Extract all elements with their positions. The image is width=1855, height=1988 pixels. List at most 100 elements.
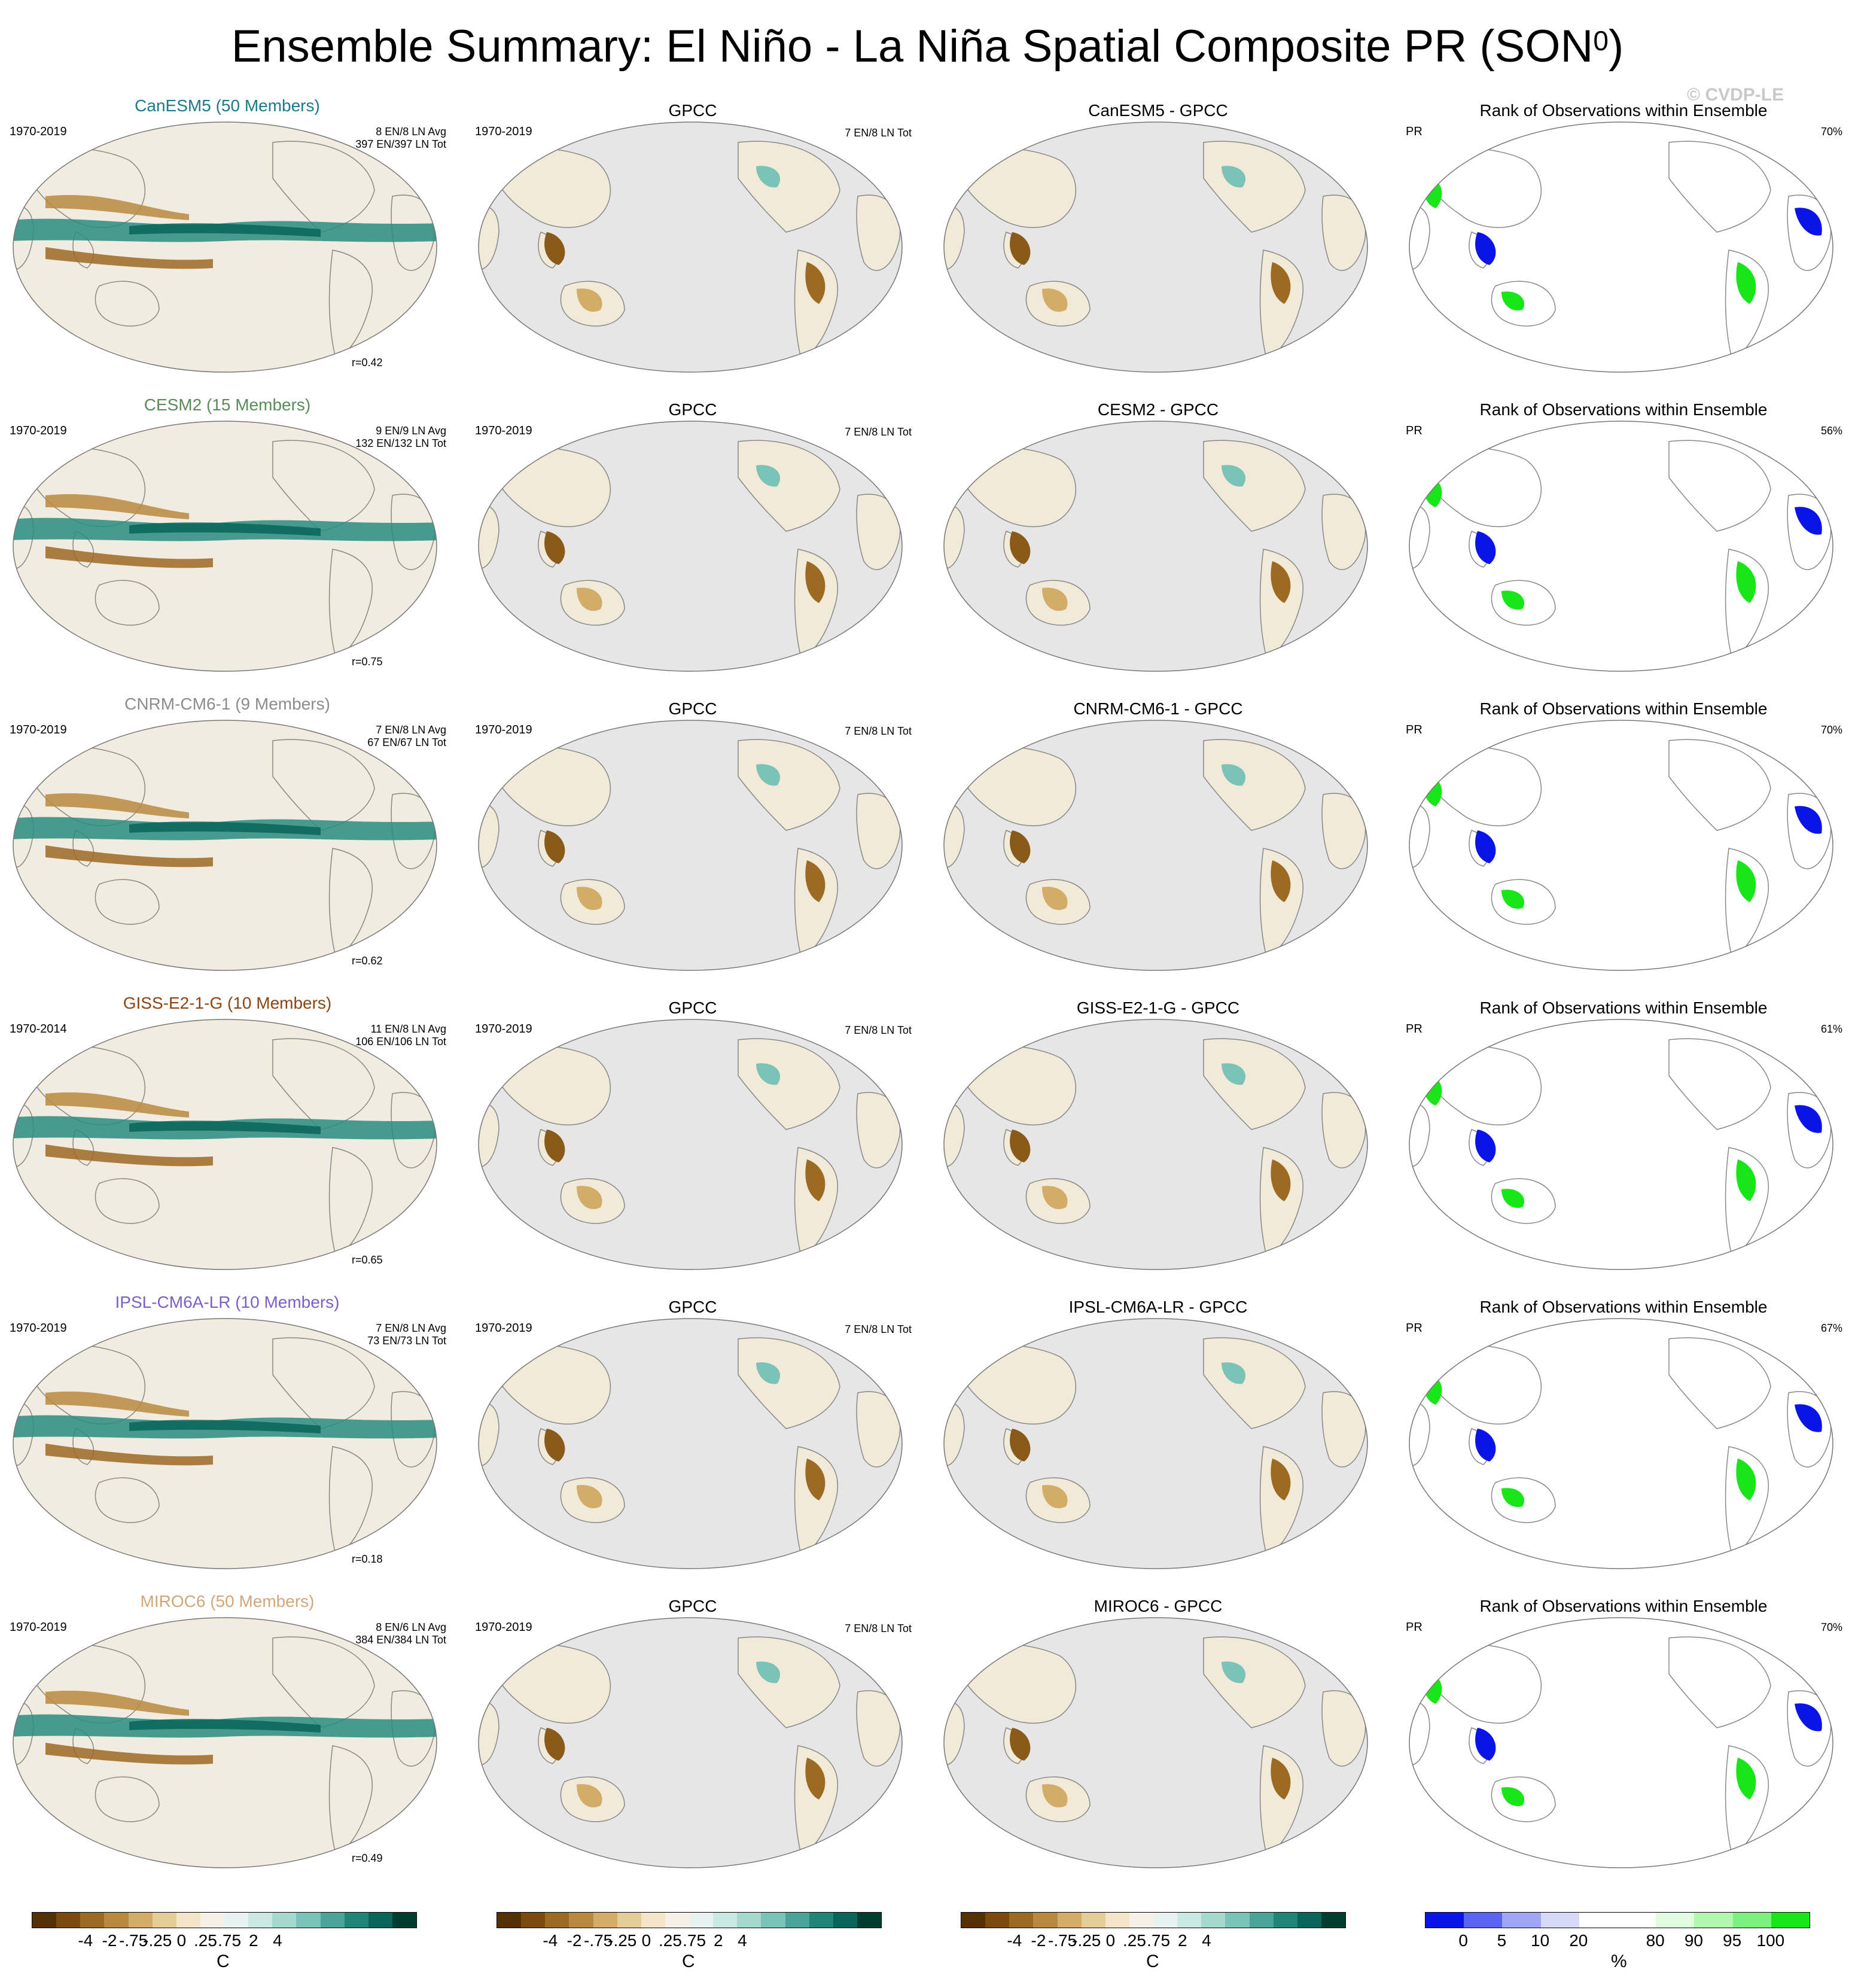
rank-patch <box>1475 1429 1496 1462</box>
colorbar-tick-label: -.75 <box>119 1931 148 1950</box>
land-outline <box>272 141 375 233</box>
colorbar-rank-labels: 0 5 10 20 80 90 95 100 <box>1425 1931 1809 1952</box>
land-outline <box>328 1147 373 1256</box>
rank-panel-title: Rank of Observations within Ensemble <box>1479 400 1768 419</box>
variable-label: PR <box>1406 424 1423 437</box>
anomaly-band <box>45 1743 213 1765</box>
anomaly-patch <box>544 1130 565 1162</box>
colorbar-tick-label: 100 <box>1756 1931 1785 1950</box>
colorbar-tick-label: -.75 <box>1048 1931 1077 1950</box>
land-outline <box>328 848 373 957</box>
rank-panel: Rank of Observations within Ensemble PR 56… <box>1396 400 1851 699</box>
colorbar-obs-unit: C <box>682 1952 695 1971</box>
anomaly-band <box>45 1092 189 1118</box>
colorbar-swatch <box>761 1913 785 1928</box>
colorbar-swatch <box>521 1913 546 1928</box>
event-count: 7 EN/8 LN Tot <box>845 725 912 737</box>
period-label: 1970-2019 <box>10 424 67 437</box>
anomaly-patch <box>1010 1429 1031 1462</box>
anomaly-band <box>45 1144 213 1167</box>
model-map <box>13 1318 437 1569</box>
colorbar-diff-labels: -4 -2 -.75 -.25 0 .25.75 2 4 <box>961 1931 1345 1952</box>
colorbar-swatch <box>224 1913 249 1928</box>
colorbar-swatch <box>1201 1913 1226 1928</box>
anomaly-patch <box>1042 887 1068 911</box>
anomaly-patch <box>756 1362 781 1384</box>
model-panel-title: IPSL-CM6A-LR (10 Members) <box>115 1293 340 1311</box>
total-stats: 106 EN/106 LN Tot <box>355 1036 446 1048</box>
total-stats: 73 EN/73 LN Tot <box>367 1335 446 1347</box>
map-border <box>943 421 1368 672</box>
avg-stats: 11 EN/8 LN Avg <box>370 1023 446 1035</box>
land-outline <box>1668 739 1771 831</box>
anomaly-patch <box>577 1784 602 1808</box>
anomaly-patch <box>1222 166 1246 188</box>
anomaly-patch <box>1010 1728 1031 1761</box>
colorbar-swatch <box>985 1913 1010 1928</box>
diff-panel: IPSL-CM6A-LR - GPCC <box>931 1297 1385 1596</box>
colorbar-tick-label: 0 <box>641 1931 651 1950</box>
diff-panel: CNRM-CM6-1 - GPCC <box>931 699 1385 998</box>
diff-map <box>943 1318 1368 1569</box>
colorbar-swatch <box>737 1913 762 1928</box>
rank-patch <box>1501 590 1525 610</box>
rank-percent: 70% <box>1820 1621 1842 1633</box>
period-label: 1970-2019 <box>475 424 532 437</box>
colorbar-tick-label: 90 <box>1684 1931 1703 1950</box>
colorbar-tick-label: 2 <box>248 1931 258 1950</box>
land-outline <box>272 440 375 532</box>
land-outline <box>95 281 160 327</box>
colorbar-swatch <box>200 1913 224 1928</box>
rank-patch <box>1795 1703 1822 1731</box>
obs-panel: GPCC 1970-2019 7 EN/8 LN Tot <box>465 400 920 699</box>
colorbar-tick-label: -.25 <box>1072 1931 1101 1950</box>
rank-map <box>1409 121 1833 373</box>
pattern-correlation: r=0.18 <box>352 1553 383 1565</box>
colorbar-swatch <box>857 1913 881 1928</box>
map-border <box>478 720 903 971</box>
colorbar-swatch <box>1732 1913 1771 1928</box>
colorbar-tick-label: 20 <box>1569 1931 1588 1950</box>
event-count: 7 EN/8 LN Tot <box>845 1622 912 1634</box>
colorbar-tick-label: 80 <box>1646 1931 1665 1950</box>
obs-panel-title: GPCC <box>668 1298 717 1316</box>
model-map <box>13 1019 437 1270</box>
colorbar-tick-label: -2 <box>566 1931 582 1950</box>
colorbar-tick-label: .75 <box>218 1931 242 1950</box>
diff-map <box>943 421 1368 672</box>
anomaly-patch <box>805 1459 826 1500</box>
map-globe <box>13 122 437 372</box>
land-outline <box>738 440 840 532</box>
rank-percent: 61% <box>1820 1023 1842 1035</box>
colorbar-swatch <box>1153 1913 1178 1928</box>
member-stats: 11 EN/8 LN Avg 106 EN/106 LN Tot <box>355 1023 446 1048</box>
colorbar-swatch <box>320 1913 345 1928</box>
colorbar-swatch <box>569 1913 593 1928</box>
map-border <box>478 1617 903 1868</box>
land-outline <box>328 1745 373 1854</box>
map-border <box>478 421 903 672</box>
land-outline <box>1668 1337 1771 1429</box>
land-outline <box>1203 1337 1306 1429</box>
rank-patch <box>1475 1728 1496 1761</box>
model-panel-title: CNRM-CM6-1 (9 Members) <box>124 695 330 713</box>
rank-patch <box>1795 507 1822 535</box>
colorbar-tick-label: 10 <box>1531 1931 1550 1950</box>
obs-map <box>478 121 903 373</box>
map-border <box>478 1318 903 1569</box>
colorbar-tick-label: .25 <box>659 1931 682 1950</box>
rank-panel: Rank of Observations within Ensemble PR 70… <box>1396 101 1851 400</box>
colorbar-swatch <box>1540 1913 1579 1928</box>
land-outline <box>738 1337 840 1429</box>
rank-panel: Rank of Observations within Ensemble PR 67… <box>1396 1297 1851 1596</box>
member-stats: 8 EN/6 LN Avg 384 EN/384 LN Tot <box>355 1621 446 1646</box>
land-outline <box>738 141 840 233</box>
land-outline <box>1203 1038 1306 1130</box>
colorbar-swatch <box>80 1913 105 1928</box>
diff-panel-title: IPSL-CM6A-LR - GPCC <box>1068 1298 1248 1316</box>
colorbar-swatch <box>833 1913 857 1928</box>
map-border <box>478 121 903 373</box>
rank-patch <box>1475 830 1496 863</box>
land-outline <box>1668 440 1771 532</box>
colorbar-swatch <box>368 1913 392 1928</box>
